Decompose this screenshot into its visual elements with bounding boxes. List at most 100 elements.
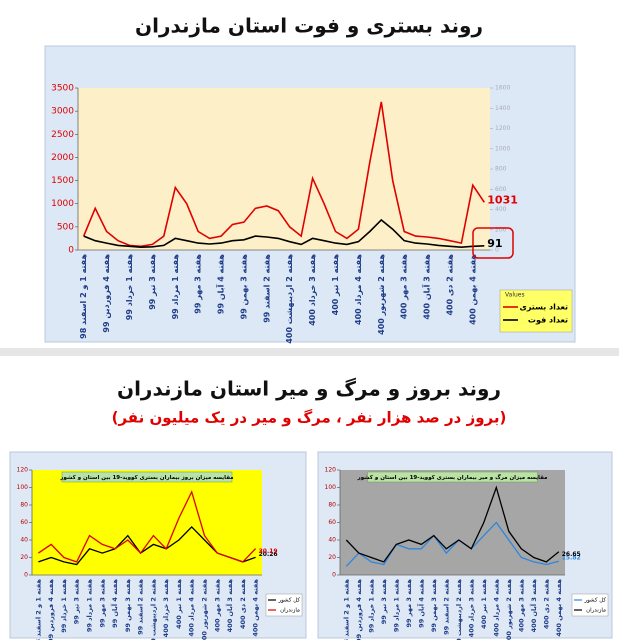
plot-area <box>78 88 490 250</box>
y2-tick-label: 1600 <box>495 85 510 92</box>
y-tick-label: 1000 <box>51 199 74 209</box>
y2-tick-label: 1200 <box>495 125 510 132</box>
end-value-label: 30.19 <box>259 548 278 555</box>
end-value-label: 1031 <box>487 193 518 206</box>
x-tick-label: هفته 3 خرداد 400 <box>308 254 317 326</box>
x-tick-label: هفته 3 مهر 99 <box>194 254 203 314</box>
x-tick-label: هفته 2 شهریور 400 <box>377 254 386 335</box>
y-tick-label: 40 <box>328 537 336 544</box>
end-value-label: 20.26 <box>259 551 278 558</box>
x-tick-label: هفته 2 دی 400 <box>445 254 454 316</box>
end-value-label: 15.82 <box>562 555 581 562</box>
x-tick-label: هفته 4 مرداد 400 <box>492 579 500 637</box>
y-tick-label: 80 <box>328 502 336 509</box>
x-tick-label: هفته 1 تیر 400 <box>175 579 183 629</box>
x-tick-label: هفته 3 مهر 400 <box>213 579 221 633</box>
y-tick-label: 60 <box>20 519 28 526</box>
x-tick-label: هفته 2 دی 400 <box>239 579 247 629</box>
end-highlight <box>472 227 514 259</box>
end-value-label: 91 <box>487 237 502 250</box>
x-tick-label: هفته 3 آبان 400 <box>225 579 234 633</box>
x-tick-label: هفته 2 شهریور 400 <box>505 579 513 640</box>
x-tick-label: هفته 3 خرداد 400 <box>467 579 475 638</box>
y-tick-label: 40 <box>20 537 28 544</box>
x-tick-label: هفته 3 خرداد 400 <box>162 579 170 638</box>
title-box <box>61 471 233 483</box>
y-tick-label: 0 <box>332 572 336 579</box>
plot-area <box>32 470 262 575</box>
x-tick-label: هفته 2 اردیبهشت 400 <box>455 579 463 640</box>
x-tick-label: هفته 2 اسفند 99 <box>442 579 450 635</box>
chart-title: روند بستری و فوت استان مازندران <box>135 14 483 38</box>
section-subtitle: (بروز در صد هزار نفر ، مرگ و میر در یک م… <box>112 409 507 427</box>
title-box <box>367 471 538 483</box>
x-tick-label: هفته 4 بهمن 400 <box>252 579 260 637</box>
y2-tick-label: 600 <box>495 186 507 193</box>
x-tick-label: هفته 2 اسفند 99 <box>137 579 145 635</box>
x-tick-label: هفته 3 مهر 99 <box>405 579 413 628</box>
y-tick-label: 120 <box>17 467 29 474</box>
series-line <box>345 485 560 563</box>
x-tick-label: هفته 3 بهمن 99 <box>430 579 438 633</box>
y-tick-label: 20 <box>328 554 336 561</box>
series-line <box>83 218 485 249</box>
y-tick-label: 2500 <box>51 130 74 140</box>
x-tick-label: هفته 3 بهمن 99 <box>239 254 248 320</box>
series-line <box>38 490 257 563</box>
y-tick-label: 20 <box>20 554 28 561</box>
x-tick-label: هفته 4 مرداد 400 <box>188 579 196 637</box>
x-tick-label: هفته 1 خرداد 99 <box>125 254 134 321</box>
x-tick-label: هفته 3 مهر 99 <box>98 579 106 628</box>
y-tick-label: 120 <box>325 467 337 474</box>
plot-area <box>340 470 565 575</box>
x-tick-label: هفته 1 و 2 اسفند 98 <box>342 579 350 640</box>
y-tick-label: 2000 <box>51 153 74 163</box>
series-line <box>82 101 485 248</box>
x-tick-label: هفته 1 خرداد 99 <box>60 579 68 633</box>
y-tick-label: 3500 <box>51 84 74 94</box>
x-tick-label: هفته 4 آبان 99 <box>110 579 119 628</box>
x-tick-label: هفته 3 بهمن 99 <box>124 579 132 633</box>
legend-label: کل کشور <box>277 597 300 604</box>
section-title: روند بروز و مرگ و میر استان مازندران <box>117 377 501 401</box>
legend-label: مازندران <box>586 608 606 614</box>
x-tick-label: هفته 3 تیر 99 <box>380 579 388 625</box>
y2-tick-label: 0 <box>495 247 499 254</box>
divider <box>0 348 619 356</box>
x-tick-label: هفته 3 تیر 99 <box>73 579 81 625</box>
y-tick-label: 80 <box>20 502 28 509</box>
x-tick-label: هفته 4 بهمن 400 <box>555 579 563 637</box>
x-tick-label: هفته 4 فروردین 99 <box>102 254 111 333</box>
y2-tick-label: 1400 <box>495 105 510 112</box>
y-tick-label: 3000 <box>51 107 74 117</box>
x-tick-label: هفته 2 دی 400 <box>542 579 550 629</box>
x-tick-label: هفته 2 اسفند 99 <box>262 254 271 323</box>
x-tick-label: هفته 4 فروردین 99 <box>355 579 363 640</box>
y-tick-label: 100 <box>325 484 337 491</box>
legend-title: Values <box>505 292 525 299</box>
end-value-label: 26.65 <box>562 551 581 558</box>
x-tick-label: هفته 3 مهر 400 <box>400 254 409 320</box>
x-tick-label: هفته 4 آبان 99 <box>416 579 425 628</box>
x-tick-label: هفته 4 آبان 99 <box>216 254 226 315</box>
x-tick-label: هفته 3 مهر 400 <box>517 579 525 633</box>
x-tick-label: هفته 3 تیر 99 <box>148 254 157 310</box>
legend-label: کل کشور <box>583 597 606 604</box>
x-tick-label: هفته 1 تیر 400 <box>480 579 488 629</box>
y-tick-label: 1500 <box>51 176 74 186</box>
y-tick-label: 0 <box>24 572 28 579</box>
x-tick-label: هفته 3 آبان 400 <box>529 579 538 633</box>
y2-tick-label: 400 <box>495 206 507 213</box>
x-tick-label: هفته 1 خرداد 99 <box>367 579 375 633</box>
legend-label: مازندران <box>280 608 300 614</box>
y-tick-label: 0 <box>68 246 74 256</box>
chart-title: مقایسه میزان بروز بیماران بستری کووید-19… <box>59 474 233 481</box>
x-tick-label: هفته 1 و 2 اسفند 98 <box>34 579 42 640</box>
y2-tick-label: 200 <box>495 226 507 233</box>
x-tick-label: هفته 1 و 2 اسفند 98 <box>79 254 88 339</box>
x-tick-label: هفته 1 مرداد 99 <box>86 579 94 633</box>
y-tick-label: 100 <box>17 484 29 491</box>
x-tick-label: هفته 1 مرداد 99 <box>171 254 180 320</box>
y2-tick-label: 1000 <box>495 145 510 152</box>
